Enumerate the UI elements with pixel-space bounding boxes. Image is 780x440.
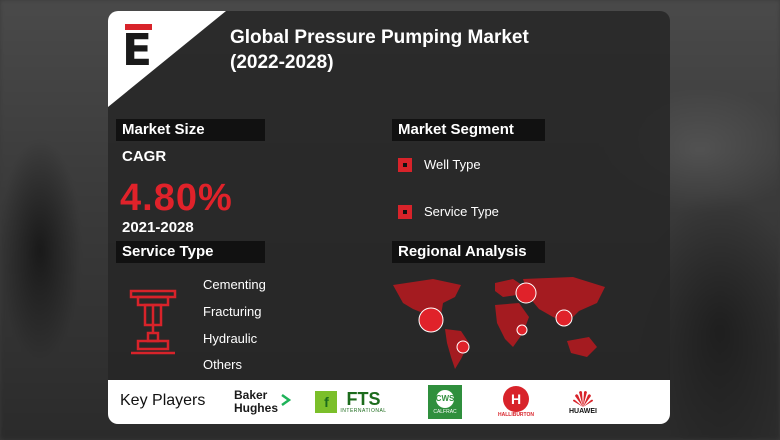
segment-item-label: Well Type xyxy=(424,157,481,172)
key-players-bar: Key Players Baker Hughes f FTS INTERNATI… xyxy=(108,380,670,424)
calfrac-mark: CWS xyxy=(436,389,454,408)
baker-hughes-logo: Baker Hughes xyxy=(232,384,294,420)
halliburton-name: HALLIBURTON xyxy=(497,412,534,418)
cagr-value: 4.80% xyxy=(120,177,233,219)
pump-equipment-icon xyxy=(128,289,180,366)
fts-sub: INTERNATIONAL xyxy=(340,408,387,414)
infographic-card: E Global Pressure Pumping Market (2022-2… xyxy=(108,11,670,424)
fts-name: FTS xyxy=(346,389,381,409)
service-type-label: Service Type xyxy=(116,241,265,263)
logo-letter: E xyxy=(122,25,153,76)
segment-item-service-type: Service Type xyxy=(398,204,499,219)
segment-item-well-type: Well Type xyxy=(398,157,481,172)
world-map-icon xyxy=(383,273,613,378)
huawei-name: HUAWEI xyxy=(569,407,597,415)
service-item-fracturing: Fracturing xyxy=(203,304,262,319)
bullet-icon xyxy=(398,157,412,172)
calfrac-name: CALFRAC xyxy=(433,408,457,415)
regional-analysis-label: Regional Analysis xyxy=(392,241,545,263)
cagr-label: CAGR xyxy=(122,148,167,165)
baker-hughes-line-2: Hughes xyxy=(233,401,278,415)
halliburton-logo: H HALLIBURTON xyxy=(492,384,540,420)
bullet-icon xyxy=(398,204,412,219)
service-item-cementing: Cementing xyxy=(203,277,266,292)
page-title: Global Pressure Pumping Market (2022-202… xyxy=(230,25,650,75)
market-segment-label: Market Segment xyxy=(392,119,545,141)
cagr-period: 2021-2028 xyxy=(122,219,194,236)
segment-item-label: Service Type xyxy=(424,204,499,219)
title-line-2: (2022-2028) xyxy=(230,52,334,73)
huawei-logo: HUAWEI xyxy=(563,384,603,420)
baker-hughes-line-1: Baker xyxy=(233,388,268,402)
title-line-1: Global Pressure Pumping Market xyxy=(230,27,529,48)
service-item-hydraulic: Hydraulic xyxy=(203,331,258,346)
key-players-label: Key Players xyxy=(120,392,206,409)
fts-international-logo: f FTS INTERNATIONAL xyxy=(311,384,391,420)
calfrac-logo: CWS CALFRAC xyxy=(426,384,464,420)
market-size-label: Market Size xyxy=(116,119,265,141)
service-item-others: Others xyxy=(203,357,243,372)
